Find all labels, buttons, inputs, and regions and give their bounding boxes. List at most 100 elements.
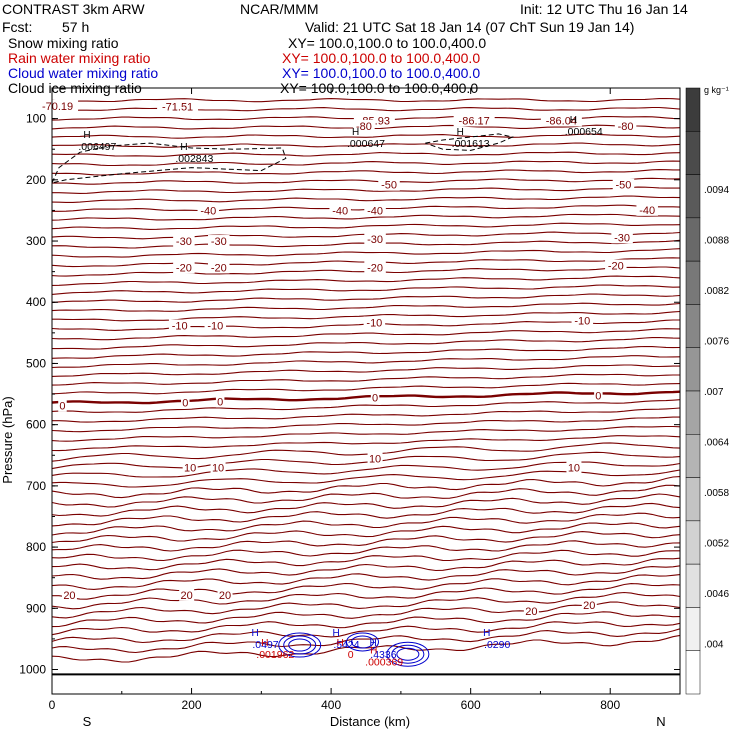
contour-label-bg [367,452,383,465]
colorbar-units: g kg⁻¹ [704,85,729,95]
contour-label: -20 [608,261,624,273]
contour-line [51,169,680,176]
maximum-marker: H [337,638,344,649]
contour-line [51,364,680,377]
contour-line [52,310,681,322]
contour-line [51,213,681,221]
y-tick-label: 600 [26,418,46,432]
maximum-marker: H [252,628,259,639]
contour-label-bg [179,588,195,601]
contour-label: -40 [639,205,655,217]
contour-label-bg [364,204,386,217]
contour-label-bg [168,319,191,332]
contour-label-bg [605,259,627,272]
contour-label-bg [208,235,230,248]
colorbar-swatch [685,563,701,608]
contour-label: 0 [372,393,378,405]
contour-label: 20 [219,590,231,602]
contour-label-bg [215,395,225,408]
contour-label: -10 [574,316,590,328]
contour-label-bg [614,119,637,132]
contour-line [51,591,681,619]
contour-label-bg [61,588,77,601]
contour-label: 20 [583,600,595,612]
x-tick-label: 200 [182,698,202,712]
colorbar-label: .004 [704,640,724,651]
contour-label-bg [157,100,199,113]
contour-label: 10 [568,463,580,475]
contour-label: 0 [595,390,601,402]
contour-label: -30 [176,236,192,248]
temperature-contour-lines [51,97,681,676]
contour-line [51,549,680,571]
maximum-marker: H [369,638,376,649]
contour-line [51,425,681,442]
contour-label: -50 [381,180,397,192]
colorbar-label: .007 [704,387,724,398]
contour-line [52,574,681,600]
contour-label-bg [370,391,380,404]
south-endpoint: S [83,714,92,729]
contour-label-bg [612,178,635,191]
contour-line [51,106,681,112]
contour-label-bg [58,399,67,412]
legend-rain-label: Rain water mixing ratio [8,50,151,66]
cloud-water-contour [283,635,317,655]
contour-line [51,493,681,517]
colorbar-label: .0064 [704,438,729,449]
x-tick-label: 400 [321,698,341,712]
maximum-value: .000647 [347,138,385,150]
contour-line [51,583,681,610]
init-time: Init: 12 UTC Thu 16 Jan 14 [520,1,688,17]
contour-line [51,565,681,590]
contour-line [51,416,680,433]
maximum-marker: H [483,628,490,639]
maximum-marker: H [83,130,90,141]
maximum-value: .0290 [484,639,510,651]
colorbar-label: .0076 [704,337,729,348]
snow-contour [51,142,287,184]
contour-label: -40 [332,205,348,217]
contour-line [51,451,681,470]
maximum-value: .000654 [565,126,603,138]
colorbar-swatch [685,347,701,392]
colorbar-swatch [685,131,701,175]
maximum-value: .5424 [333,639,359,651]
contour-line [51,531,681,552]
contour-line [51,133,681,139]
contour-label-bg [636,203,658,216]
contour-line [51,160,681,167]
maximum-value: .001962 [256,649,294,661]
contour-label: -30 [614,232,630,244]
legend-snow-xy: XY= 100.0,100.0 to 100.0,400.0 [288,35,487,51]
contour-label: -30 [211,236,227,248]
legend-cloudwater-label: Cloud water mixing ratio [8,65,159,81]
contour-label-bg [210,461,226,474]
cloud-water-contour [288,638,312,652]
maximum-marker: H [570,115,577,126]
cloud-water-contour [278,632,322,658]
contour-line [51,611,681,636]
legend-snow-label: Snow mixing ratio [8,35,119,51]
colorbar-label: .0094 [704,185,729,196]
contour-label-bg [363,316,386,329]
colorbar-swatch [685,477,701,522]
maximum-value: .006497 [78,141,116,153]
colorbar-swatch [685,174,701,219]
cloud-water-contour [391,644,425,664]
maximum-value: .000369 [365,657,403,669]
colorbar-label: .0082 [704,286,729,297]
contour-line [51,628,681,654]
contour-label-bg [329,204,351,217]
colorbar-label: .0052 [704,539,729,550]
colorbar-swatch [685,520,701,565]
contour-label-bg [364,233,386,246]
contour-label-bg [353,119,375,132]
colorbar-swatch [685,217,701,262]
maximum-marker: H [352,127,359,138]
cloud-water-contour [386,641,430,667]
colorbar-swatch [685,434,701,478]
contour-label-bg [197,204,220,217]
legend-rain-xy: XY= 100.0,100.0 to 100.0,400.0 [282,50,481,66]
